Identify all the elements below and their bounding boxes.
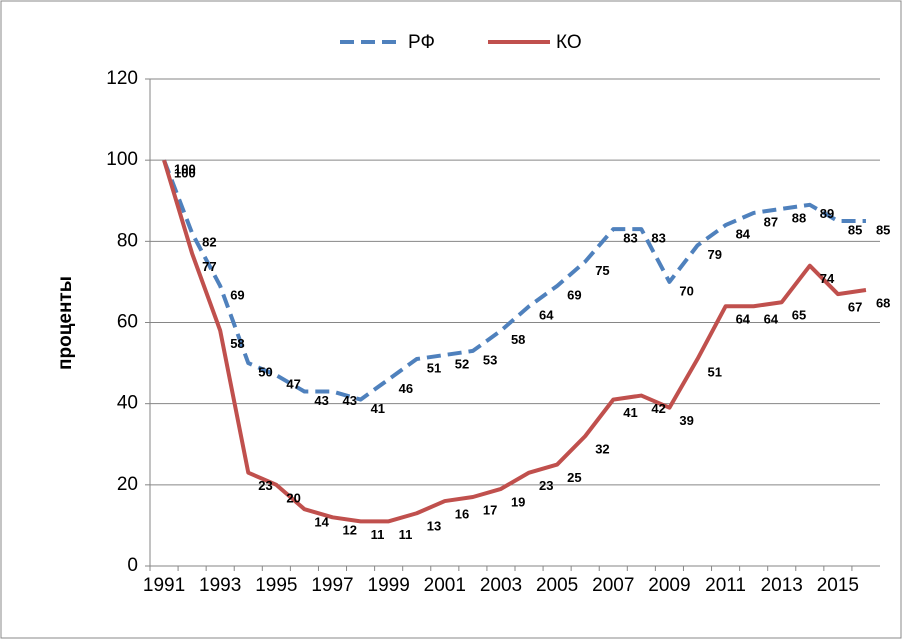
x-tick-label: 2013 bbox=[761, 575, 803, 596]
x-tick-label: 1997 bbox=[311, 575, 353, 596]
data-label: 85 bbox=[876, 222, 890, 237]
y-tick-label: 100 bbox=[106, 149, 138, 170]
data-label: 69 bbox=[230, 287, 244, 302]
y-tick-label: 20 bbox=[117, 474, 138, 495]
data-label: 41 bbox=[371, 401, 385, 416]
data-label: 23 bbox=[258, 478, 272, 493]
data-label: 64 bbox=[539, 308, 554, 323]
line-series bbox=[162, 159, 867, 524]
y-tick-label: 40 bbox=[117, 393, 138, 414]
data-label: 16 bbox=[455, 507, 469, 522]
data-label: 74 bbox=[820, 271, 835, 286]
data-label: 43 bbox=[343, 393, 357, 408]
x-tick-label: 1999 bbox=[368, 575, 410, 596]
data-label: 88 bbox=[792, 210, 806, 225]
data-label: 83 bbox=[623, 231, 637, 246]
data-label: 46 bbox=[399, 381, 413, 396]
data-label: 39 bbox=[679, 413, 693, 428]
data-label: 11 bbox=[399, 527, 413, 542]
data-label: 64 bbox=[736, 312, 751, 327]
data-label: 79 bbox=[708, 247, 722, 262]
y-tick-label: 120 bbox=[106, 68, 138, 89]
data-label: 41 bbox=[623, 405, 637, 420]
data-label: 64 bbox=[764, 312, 779, 327]
data-label: 87 bbox=[764, 214, 778, 229]
legend-label: РФ bbox=[408, 32, 435, 53]
x-tick-label: 2003 bbox=[480, 575, 522, 596]
x-tick-label: 2011 bbox=[705, 575, 746, 596]
data-label: 69 bbox=[567, 287, 581, 302]
data-label: 89 bbox=[820, 206, 834, 221]
data-label: 83 bbox=[651, 231, 665, 246]
x-tick-label: 2007 bbox=[592, 575, 634, 596]
data-label: 12 bbox=[343, 523, 357, 538]
data-label: 25 bbox=[567, 470, 581, 485]
y-tick-label: 0 bbox=[127, 555, 138, 576]
data-label: 100 bbox=[174, 166, 196, 181]
data-label: 82 bbox=[202, 235, 216, 250]
data-label: 77 bbox=[202, 259, 216, 274]
x-tick-label: 2015 bbox=[817, 575, 859, 596]
legend-label: КО bbox=[556, 32, 582, 53]
data-label: 51 bbox=[427, 360, 441, 375]
data-label: 84 bbox=[736, 227, 751, 242]
y-axis-label: проценты bbox=[55, 276, 76, 370]
x-tick-label: 1993 bbox=[199, 575, 241, 596]
y-tick-label: 80 bbox=[117, 230, 138, 251]
y-tick-label: 60 bbox=[117, 312, 138, 333]
data-label: 100 bbox=[174, 162, 196, 177]
data-label: 19 bbox=[511, 494, 525, 509]
data-label: 20 bbox=[286, 490, 300, 505]
data-label: 75 bbox=[595, 263, 609, 278]
data-label: 43 bbox=[314, 393, 328, 408]
data-label: 52 bbox=[455, 356, 469, 371]
data-label: 47 bbox=[286, 377, 300, 392]
data-label: 51 bbox=[708, 364, 722, 379]
data-label: 58 bbox=[511, 332, 525, 347]
data-label: 58 bbox=[230, 336, 244, 351]
x-tick-label: 2001 bbox=[424, 575, 466, 596]
data-label: 70 bbox=[679, 283, 693, 298]
data-label: 50 bbox=[258, 365, 272, 380]
data-label: 32 bbox=[595, 442, 609, 457]
data-label: 67 bbox=[848, 300, 862, 315]
data-label: 85 bbox=[848, 222, 862, 237]
data-label: 53 bbox=[483, 352, 497, 367]
data-label: 23 bbox=[539, 478, 553, 493]
x-tick-label: 2009 bbox=[648, 575, 690, 596]
data-label: 68 bbox=[876, 295, 890, 310]
x-tick-label: 1991 bbox=[143, 575, 185, 596]
line-series bbox=[162, 159, 866, 402]
data-label: 65 bbox=[792, 308, 806, 323]
data-label: 42 bbox=[651, 401, 665, 416]
x-tick-label: 1995 bbox=[255, 575, 297, 596]
data-label: 17 bbox=[483, 502, 497, 517]
data-label: 11 bbox=[371, 527, 385, 542]
x-tick-label: 2005 bbox=[536, 575, 578, 596]
data-label: 13 bbox=[427, 519, 441, 534]
data-label: 14 bbox=[314, 515, 329, 530]
